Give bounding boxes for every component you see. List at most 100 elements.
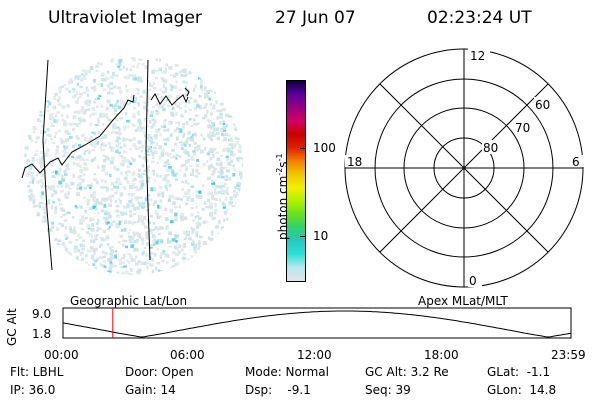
emission-speckle [168,65,173,70]
emission-speckle [28,181,31,184]
emission-speckle [102,154,106,158]
emission-speckle [180,248,184,252]
emission-speckle [40,184,44,189]
emission-speckle [198,244,201,248]
timeline-left-title: Geographic Lat/Lon [70,294,188,308]
emission-speckle [182,135,185,139]
emission-speckle [163,70,167,74]
emission-speckle [143,169,146,172]
emission-speckle [173,245,177,250]
emission-speckle [74,93,77,98]
emission-speckle [97,211,100,215]
emission-speckle [151,141,155,144]
emission-speckle [71,156,75,159]
emission-speckle [82,119,86,123]
emission-speckle [180,215,184,219]
emission-speckle [101,164,106,169]
emission-speckle [104,155,109,159]
emission-speckle [181,126,185,130]
emission-speckle [202,184,205,188]
emission-speckle [126,103,130,106]
emission-speckle [54,206,58,211]
emission-speckle [136,111,141,115]
emission-speckle [86,93,89,97]
emission-speckle [74,204,78,208]
emission-speckle [111,194,114,198]
emission-speckle [187,132,191,135]
emission-speckle [203,95,206,99]
emission-speckle [193,99,197,103]
emission-speckle [123,125,127,129]
emission-speckle [122,205,127,209]
emission-speckle [44,219,47,223]
emission-speckle [164,119,167,122]
emission-speckle [136,196,139,199]
emission-speckle [71,145,75,148]
emission-speckle [28,170,32,174]
emission-speckle [104,197,108,202]
emission-speckle [215,236,219,239]
emission-speckle [89,217,93,220]
emission-speckle [100,104,104,108]
emission-speckle [195,146,198,149]
emission-speckle [221,226,225,230]
polar-grid-plot: 12 0 18 6 60 70 80 [344,48,584,288]
emission-speckle [101,256,104,260]
emission-speckle [183,68,187,71]
emission-speckle [104,172,109,176]
emission-speckle [160,95,164,99]
status-dsp: Dsp: -9.1 [245,383,311,397]
polar-ring-label-60: 60 [535,98,550,112]
emission-speckle [157,104,162,109]
emission-speckle [76,97,80,100]
emission-speckle [120,171,123,176]
emission-speckle [140,149,144,153]
emission-speckle [57,102,62,106]
emission-speckle [224,132,229,137]
emission-speckle [174,218,178,222]
emission-speckle [220,128,224,132]
emission-speckle [137,101,140,105]
emission-speckle [90,228,95,232]
emission-speckle [76,137,80,140]
emission-speckle [80,171,83,174]
emission-speckle [119,234,123,238]
emission-speckle [151,154,154,157]
emission-speckle [211,179,214,183]
emission-speckle [42,170,46,174]
emission-speckle [106,70,110,74]
emission-speckle [93,141,97,146]
emission-speckle [56,228,60,231]
emission-speckle [219,198,222,202]
emission-speckle [171,149,175,152]
emission-speckle [68,226,72,231]
color-scale-bar [286,80,306,282]
emission-speckle [109,102,112,106]
emission-speckle [165,137,169,142]
emission-speckle [32,125,37,130]
emission-speckle [113,108,117,112]
emission-speckle [106,99,111,104]
emission-speckle [132,137,136,141]
emission-speckle [30,192,34,197]
emission-speckle [132,238,135,241]
emission-speckle [232,164,236,168]
emission-speckle [46,149,50,153]
emission-speckle [143,105,147,110]
emission-speckle [42,216,46,220]
emission-speckle [195,205,199,209]
emission-speckle [151,257,154,262]
emission-speckle [159,174,162,178]
emission-speckle [195,231,199,235]
emission-speckle [95,248,98,251]
emission-speckle [130,198,133,201]
emission-speckle [60,85,65,88]
emission-speckle [111,75,115,79]
emission-speckle [96,234,99,237]
status-gc-alt: GC Alt: 3.2 Re [365,365,449,379]
emission-speckle [154,226,158,230]
emission-speckle [112,220,116,223]
emission-speckle [230,201,234,204]
emission-speckle [41,124,44,128]
emission-speckle [44,138,48,142]
